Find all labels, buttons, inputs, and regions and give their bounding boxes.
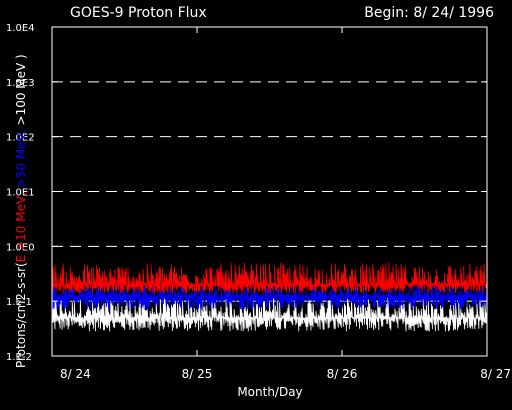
y-tick-label: 1.0E1 — [6, 188, 35, 199]
chart-title: GOES-9 Proton Flux — [70, 5, 207, 21]
x-axis-label: Month/Day — [237, 385, 302, 399]
y-tick-label: 1.0E4 — [6, 23, 35, 34]
flux-series-line — [51, 262, 488, 294]
flux-series-line — [51, 284, 488, 310]
y-tick-label: 1.0E3 — [6, 78, 35, 89]
y-tick-label: 1.E-1 — [6, 297, 32, 308]
y-tick-label: 1.0E2 — [6, 133, 35, 144]
y-axis-label-part: >100 MeV ) — [14, 54, 28, 125]
x-tick-label: 8/ 27 — [480, 367, 511, 381]
x-tick-label: 8/ 25 — [182, 367, 213, 381]
flux-series-line — [51, 296, 488, 332]
y-tick-label: 1.E-2 — [6, 352, 32, 363]
x-ticks: 8/ 24 8/ 25 8/ 26 8/ 27 — [51, 27, 511, 381]
y-tick-label: 1.0E0 — [6, 242, 35, 253]
y-axis-label-part: >50 MeV, — [14, 125, 28, 188]
begin-date-label: Begin: 8/ 24/ 1996 — [364, 5, 494, 21]
y-axis-label-part: Protons/cm2-s-sr( — [14, 262, 28, 368]
y-axis-label-part: E >10 MeV, — [14, 188, 28, 262]
grid-lines — [52, 81, 487, 302]
y-axis-label: Protons/cm2-s-sr(E >10 MeV, >50 MeV, >10… — [14, 54, 28, 368]
series-group — [51, 262, 488, 332]
x-tick-label: 8/ 24 — [60, 367, 91, 381]
x-tick-label: 8/ 26 — [327, 367, 358, 381]
y-ticks: 1.0E4 1.0E3 1.0E2 1.0E1 1.0E0 1.E-1 1.E-2 — [6, 23, 487, 363]
